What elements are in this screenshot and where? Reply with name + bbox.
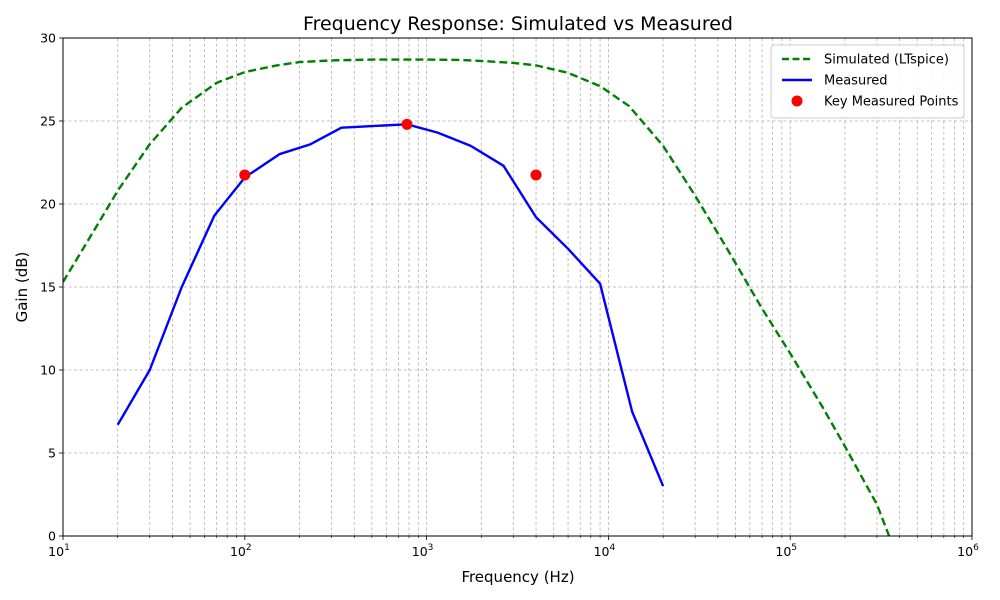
y-tick-label: 30 xyxy=(40,31,56,46)
chart-title: Frequency Response: Simulated vs Measure… xyxy=(303,13,733,35)
simulated-line xyxy=(63,58,891,536)
x-tick-label: 103 xyxy=(412,543,434,559)
x-tick-label: 101 xyxy=(48,543,70,559)
legend-label: Measured xyxy=(824,74,888,89)
legend-marker-key-points xyxy=(791,95,803,107)
legend-box xyxy=(770,44,965,119)
plot-area: 101 102 103 104 105 106 0 5 10 15 20 25 30 xyxy=(40,31,979,560)
x-tick-label: 105 xyxy=(775,543,797,559)
y-tick-label: 25 xyxy=(40,114,56,129)
x-axis-label: Frequency (Hz) xyxy=(461,568,574,586)
axis-ticks: 101 102 103 104 105 106 0 5 10 15 20 25 30 xyxy=(40,31,979,560)
y-tick-label: 15 xyxy=(40,280,56,295)
legend: Simulated (LTspice) Measured Key Measured … xyxy=(770,44,965,119)
y-tick-label: 20 xyxy=(40,197,56,212)
y-axis-label: Gain (dB) xyxy=(13,252,31,323)
y-tick-label: 5 xyxy=(48,446,56,461)
key-measured-point xyxy=(530,169,542,181)
key-measured-point xyxy=(239,169,251,181)
key-measured-point xyxy=(401,118,413,130)
x-tick-label: 106 xyxy=(957,543,979,559)
legend-label: Simulated (LTspice) xyxy=(824,53,949,68)
series-layer xyxy=(63,58,891,536)
x-tick-label: 104 xyxy=(594,543,616,559)
legend-label: Key Measured Points xyxy=(824,95,959,110)
y-tick-label: 10 xyxy=(40,363,56,378)
x-tick-label: 102 xyxy=(230,543,252,559)
y-tick-label: 0 xyxy=(48,529,56,544)
